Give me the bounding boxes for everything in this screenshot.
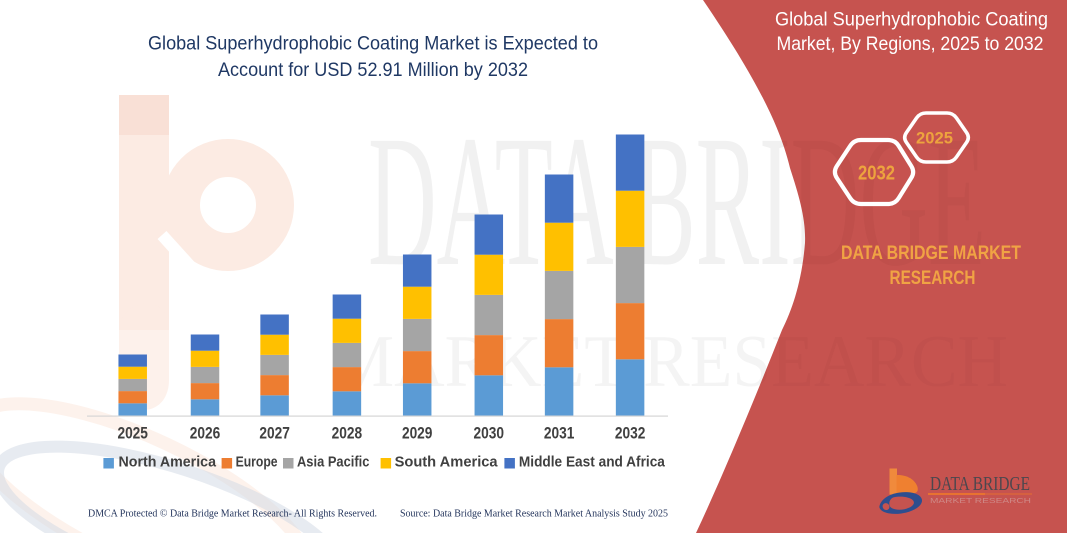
- svg-text:South America: South America: [395, 453, 499, 470]
- svg-text:DATA BRIDGE MARKET: DATA BRIDGE MARKET: [841, 242, 1021, 264]
- svg-text:Global Superhydrophobic Coatin: Global Superhydrophobic Coating Market i…: [148, 34, 598, 55]
- svg-text:RESEARCH: RESEARCH: [890, 267, 976, 289]
- svg-text:2025: 2025: [117, 424, 148, 442]
- svg-text:2029: 2029: [402, 424, 433, 442]
- svg-text:2027: 2027: [259, 424, 290, 442]
- svg-text:Account for USD 52.91 Million: Account for USD 52.91 Million by 2032: [218, 60, 528, 81]
- svg-text:2032: 2032: [858, 162, 895, 184]
- svg-text:2026: 2026: [190, 424, 221, 442]
- svg-text:2025: 2025: [916, 129, 953, 148]
- svg-text:Source: Data Bridge Market Res: Source: Data Bridge Market Research Mark…: [400, 509, 668, 520]
- svg-text:Europe: Europe: [236, 453, 278, 470]
- svg-text:DATA BRIDGE: DATA BRIDGE: [930, 473, 1030, 495]
- svg-text:Global Superhydrophobic Coatin: Global Superhydrophobic Coating: [775, 9, 1048, 31]
- svg-text:2031: 2031: [544, 424, 575, 442]
- svg-text:Market, By Regions, 2025 to 20: Market, By Regions, 2025 to 2032: [777, 33, 1044, 55]
- svg-text:2030: 2030: [474, 424, 505, 442]
- svg-text:2032: 2032: [615, 424, 646, 442]
- svg-text:Asia Pacific: Asia Pacific: [297, 453, 369, 470]
- svg-text:Middle East and Africa: Middle East and Africa: [519, 453, 666, 470]
- svg-text:North America: North America: [119, 453, 217, 470]
- svg-text:2028: 2028: [332, 424, 363, 442]
- svg-text:MARKET RESEARCH: MARKET RESEARCH: [930, 496, 1031, 505]
- svg-text:DMCA Protected © Data Bridge M: DMCA Protected © Data Bridge Market Rese…: [88, 509, 377, 520]
